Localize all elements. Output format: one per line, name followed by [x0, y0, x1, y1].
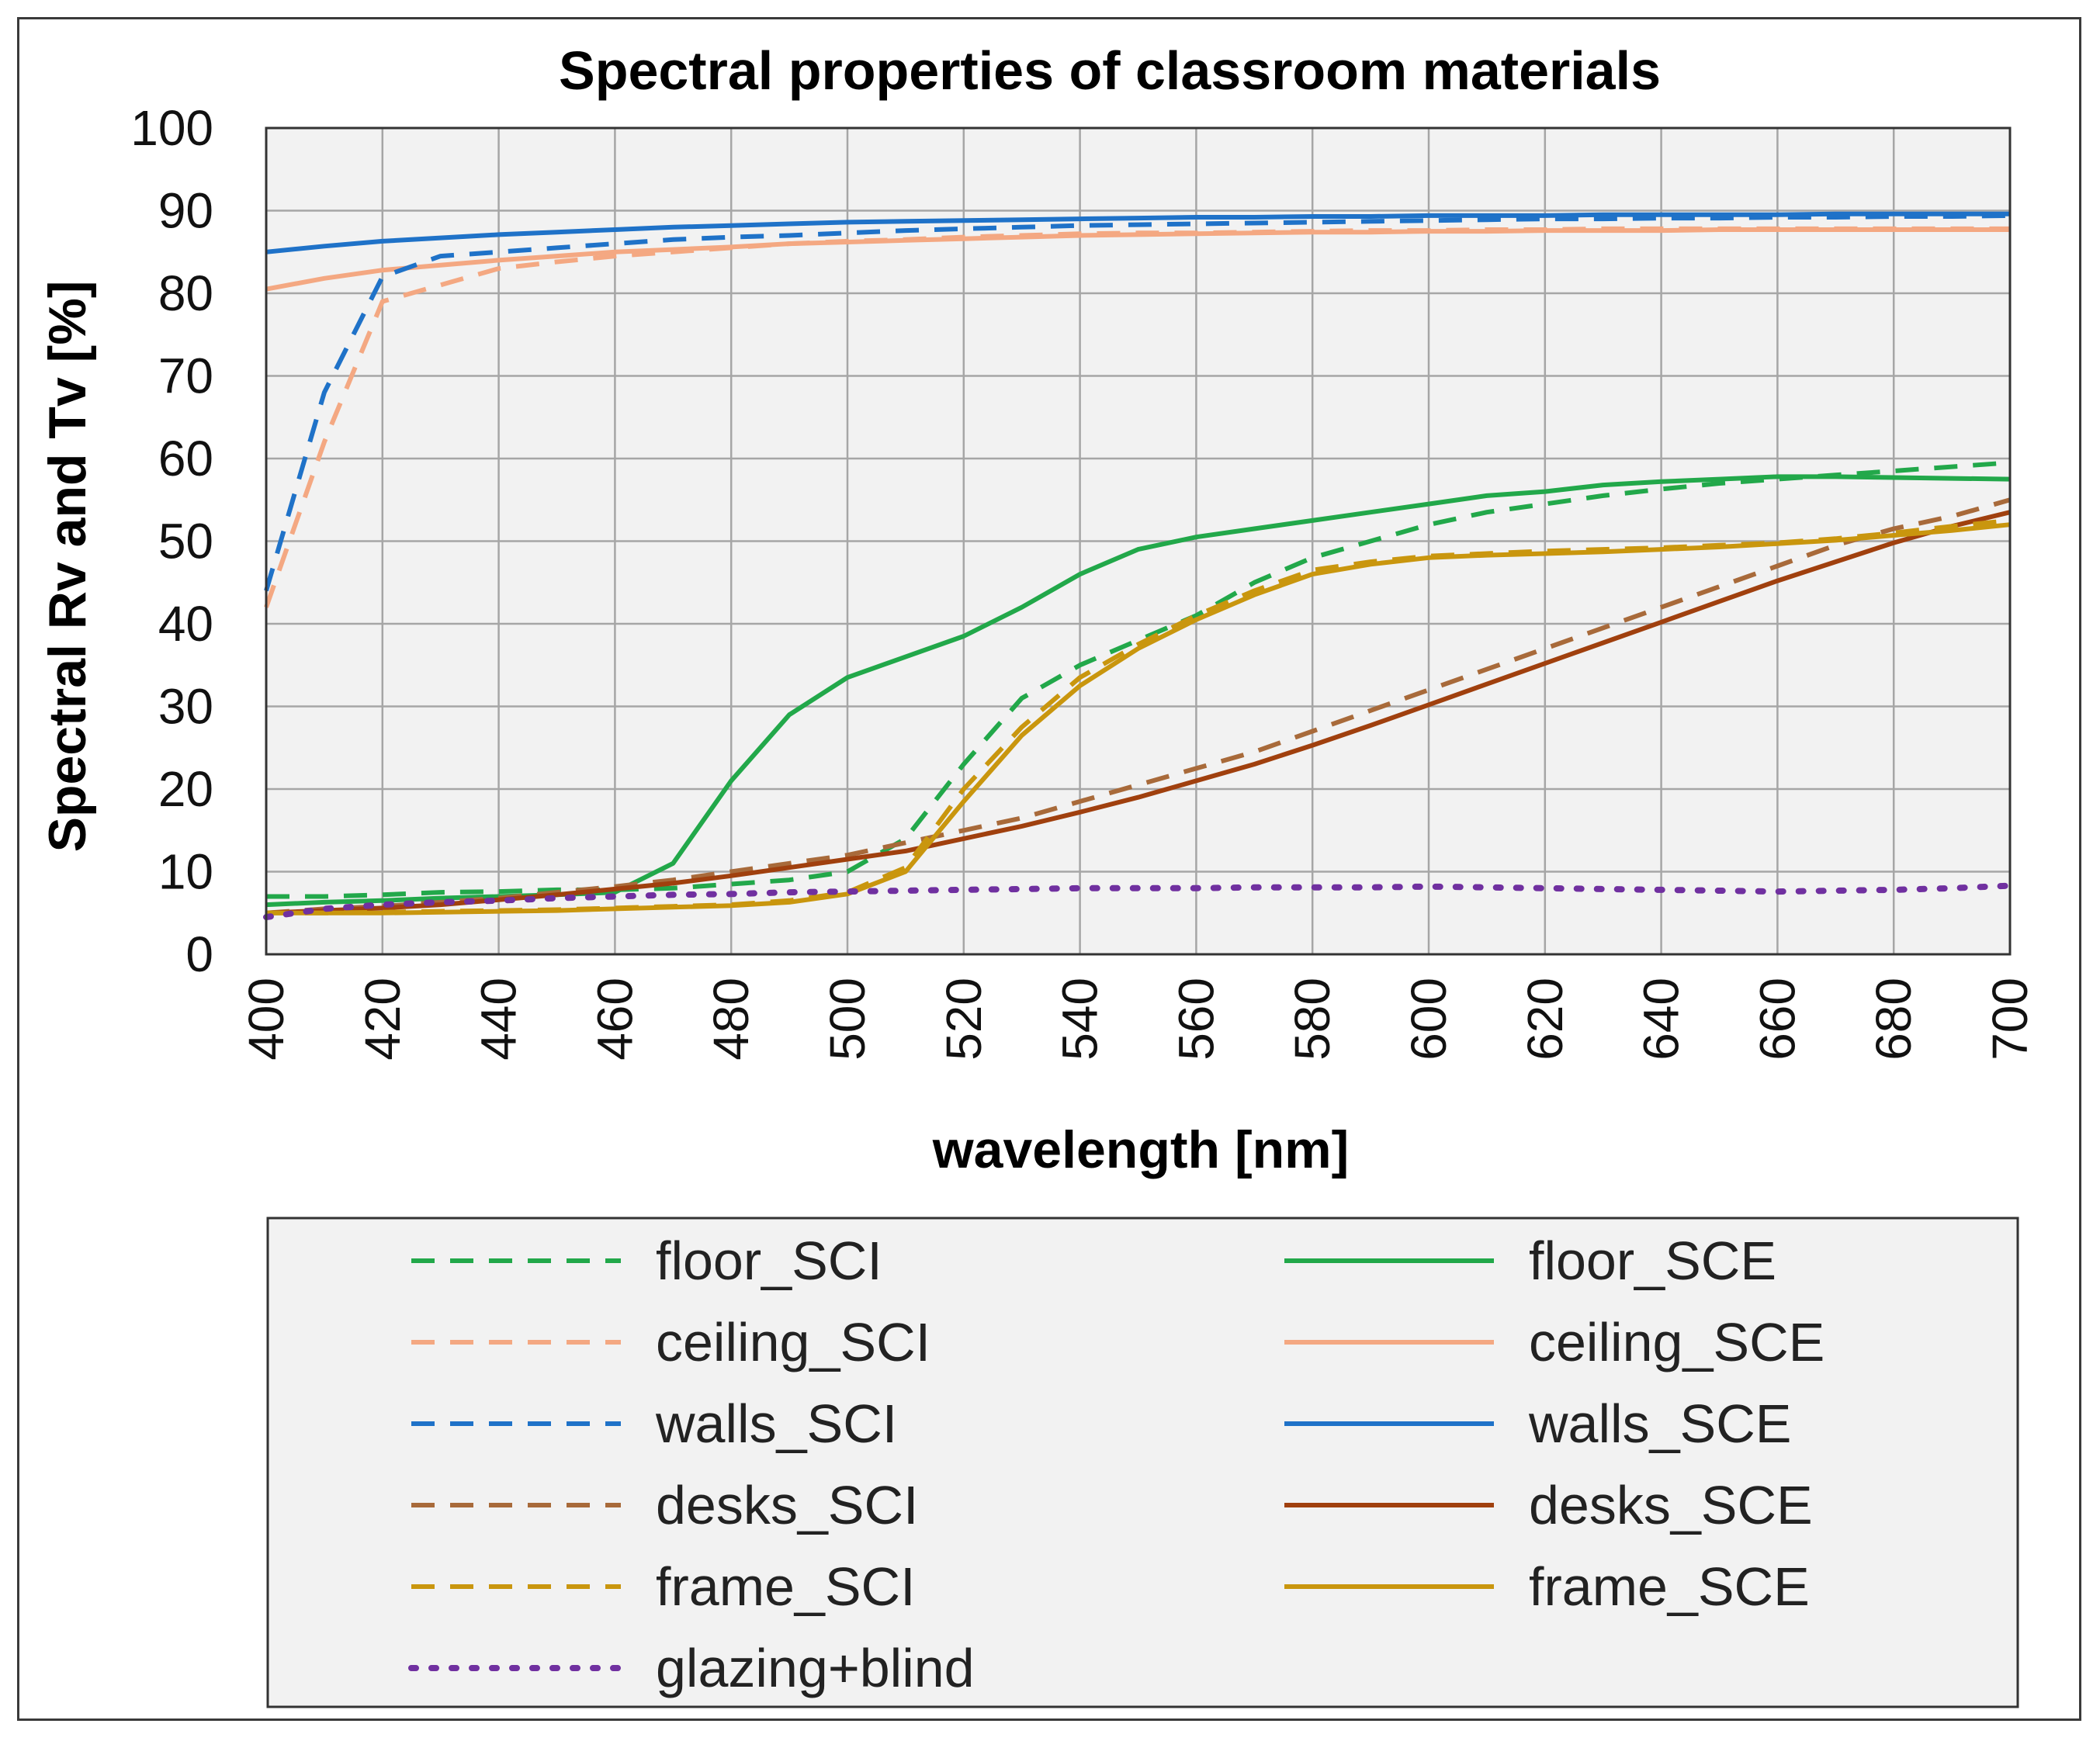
x-tick-label: 500	[820, 978, 875, 1061]
x-tick-label: 440	[471, 978, 527, 1061]
plot-border	[265, 126, 2012, 956]
y-tick-label: 10	[158, 844, 213, 900]
x-tick-label: 420	[355, 978, 411, 1061]
legend-label: frame_SCI	[656, 1556, 916, 1617]
x-tick-labels: 400 420 440 460 480 500 520 540 560 580 600 620 640 6…	[238, 978, 2038, 1061]
x-tick-label: 660	[1749, 978, 1805, 1061]
legend-label: floor_SCI	[656, 1230, 882, 1291]
y-tick-label: 20	[158, 761, 213, 817]
series-line-desks-sci	[265, 497, 2011, 915]
legend-label: walls_SCI	[655, 1393, 897, 1454]
x-tick-label: 680	[1866, 978, 1922, 1061]
y-tick-label: 70	[158, 348, 213, 404]
chart-title: Spectral properties of classroom materia…	[559, 40, 1661, 101]
x-tick-label: 600	[1401, 978, 1457, 1061]
series-line-desks-sce	[265, 510, 2011, 915]
x-tick-label: 520	[936, 978, 992, 1061]
legend-items: floor_SCI floor_SCE ceiling_SCI ceiling_SCE…	[408, 1230, 1825, 1698]
y-tick-label: 0	[185, 926, 213, 982]
x-tick-label: 400	[238, 978, 294, 1061]
legend-label: ceiling_SCI	[656, 1312, 930, 1372]
y-tick-label: 50	[158, 514, 213, 569]
y-tick-label: 30	[158, 679, 213, 735]
legend-label: walls_SCE	[1528, 1393, 1791, 1454]
series-line-floor-sci	[266, 460, 2011, 899]
x-tick-label: 700	[1982, 978, 2038, 1061]
y-tick-label: 60	[158, 431, 213, 486]
x-tick-label: 580	[1284, 978, 1340, 1061]
x-tick-label: 640	[1634, 978, 1689, 1061]
y-tick-label: 100	[130, 100, 213, 156]
series-line-walls-sce	[265, 211, 2010, 254]
legend-label: floor_SCE	[1529, 1230, 1776, 1291]
y-tick-label: 40	[158, 596, 213, 652]
x-axis-label: wavelength [nm]	[932, 1120, 1350, 1179]
series-line-walls-sci	[264, 213, 2011, 592]
series-line-frame-sce	[266, 522, 2011, 915]
legend-label: frame_SCE	[1529, 1556, 1810, 1617]
x-tick-label: 560	[1168, 978, 1224, 1061]
legend-label: desks_SCI	[656, 1475, 918, 1535]
y-tick-labels: 0 10 20 30 40 50 60 70 80 90 100	[130, 100, 213, 982]
legend-label: ceiling_SCE	[1529, 1312, 1825, 1372]
series-line-glazing-blind	[263, 882, 2013, 921]
y-tick-label: 80	[158, 265, 213, 321]
x-tick-label: 540	[1052, 978, 1108, 1061]
legend-label: glazing+blind	[656, 1638, 975, 1698]
x-tick-label: 620	[1517, 978, 1573, 1061]
legend	[266, 1217, 2019, 1708]
x-tick-label: 460	[587, 978, 643, 1061]
y-axis-label: Spectral Rv and Tv [%]	[38, 281, 97, 853]
series-layer	[263, 211, 2013, 921]
y-tick-label: 90	[158, 183, 213, 239]
series-line-ceiling-sce	[265, 227, 2010, 292]
x-tick-label: 480	[703, 978, 759, 1061]
legend-label: desks_SCE	[1529, 1475, 1813, 1535]
